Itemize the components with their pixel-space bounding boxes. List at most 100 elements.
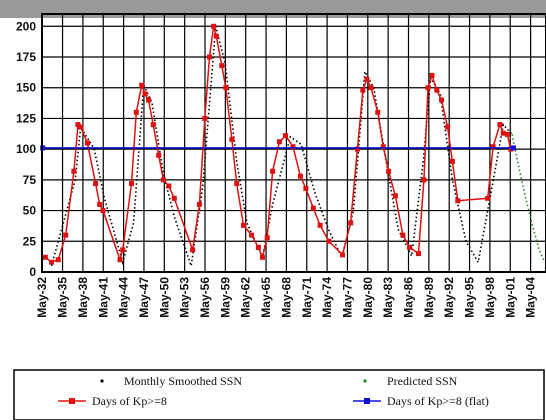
x-tick-label: May-77 [340,277,354,318]
data-point [290,144,296,150]
data-point [78,124,84,130]
data-point [171,195,177,201]
legend-box [13,369,545,420]
data-point [368,85,374,91]
series-line [511,134,546,263]
data-point [348,220,354,226]
data-point [255,244,261,250]
data-point [207,54,213,60]
x-tick-label: May-04 [524,277,538,318]
data-point [100,208,106,214]
x-tick-label: May-74 [320,277,334,318]
data-point [150,122,156,128]
data-point [223,85,229,91]
data-point [93,181,99,187]
x-tick-label: May-83 [381,277,395,318]
data-point [240,222,246,228]
data-point [434,87,440,93]
data-point [310,205,316,211]
x-tick-label: May-47 [137,277,151,318]
data-point [445,124,451,130]
data-point [407,244,413,250]
data-point [142,91,148,97]
data-point [421,177,427,183]
x-tick-label: May-35 [56,277,70,318]
data-point [276,139,282,145]
data-point [386,168,392,174]
y-tick-label: 175 [16,50,36,64]
data-point [490,144,496,150]
data-point [160,177,166,183]
data-point [380,144,386,150]
data-point [97,201,103,207]
data-point [425,85,431,91]
legend-label: Predicted SSN [387,374,458,388]
y-tick-label: 0 [29,265,36,279]
x-axis-ticks: May-32 May-35 May-38 May-41 May-44 May-47 May-… [35,277,537,318]
data-point [455,198,461,204]
data-point [249,232,255,238]
data-point [400,232,406,238]
data-point [283,133,289,139]
data-point [297,173,303,179]
data-point [133,109,139,115]
data-point [317,222,323,228]
legend-swatch [100,379,104,383]
x-tick-label: May-56 [198,277,212,318]
legend-label: Monthly Smoothed SSN [124,374,242,388]
grid-lines [41,14,546,273]
data-point [429,72,435,78]
series-line [44,26,512,264]
x-tick-label: May-01 [503,277,517,318]
y-axis-ticks: 0 25 50 75 100 125 150 175 200 [16,19,36,279]
data-point [211,23,217,29]
data-point [326,238,332,244]
data-point [145,97,151,103]
data-point [504,131,510,137]
data-point [510,145,516,151]
y-tick-label: 75 [23,173,37,187]
legend-swatch [69,398,75,404]
data-point [202,115,208,121]
data-point [139,82,145,88]
data-point [439,97,445,103]
data-point [63,232,69,238]
data-point [485,195,491,201]
y-tick-label: 50 [23,204,37,218]
data-point [340,252,346,258]
data-point [71,168,77,174]
data-point [415,251,421,257]
x-tick-label: May-89 [422,277,436,318]
data-point [190,247,196,253]
data-point [196,201,202,207]
data-point [270,168,276,174]
x-tick-label: May-95 [463,277,477,318]
x-tick-label: May-59 [218,277,232,318]
data-point [84,140,90,146]
x-tick-label: May-71 [300,277,314,318]
data-point [156,152,162,158]
data-point [303,185,309,191]
y-tick-label: 25 [23,234,37,248]
x-tick-label: May-80 [361,277,375,318]
data-point [213,33,219,39]
plot-frame [41,13,546,273]
data-point [264,235,270,241]
legend-swatch [364,398,370,404]
x-tick-label: May-86 [402,277,416,318]
data-point [364,76,370,82]
x-tick-label: May-62 [239,277,253,318]
data-point [375,109,381,115]
data-point [75,122,81,128]
x-tick-label: May-92 [442,277,456,318]
data-point [129,181,135,187]
data-point [508,146,514,152]
data-point [166,183,172,189]
data-point [354,146,360,152]
series-line [50,26,513,267]
legend-label: Days of Kp>=8 (flat) [387,394,489,408]
data-point [392,193,398,199]
data-point [120,247,126,253]
data-point [449,158,455,164]
